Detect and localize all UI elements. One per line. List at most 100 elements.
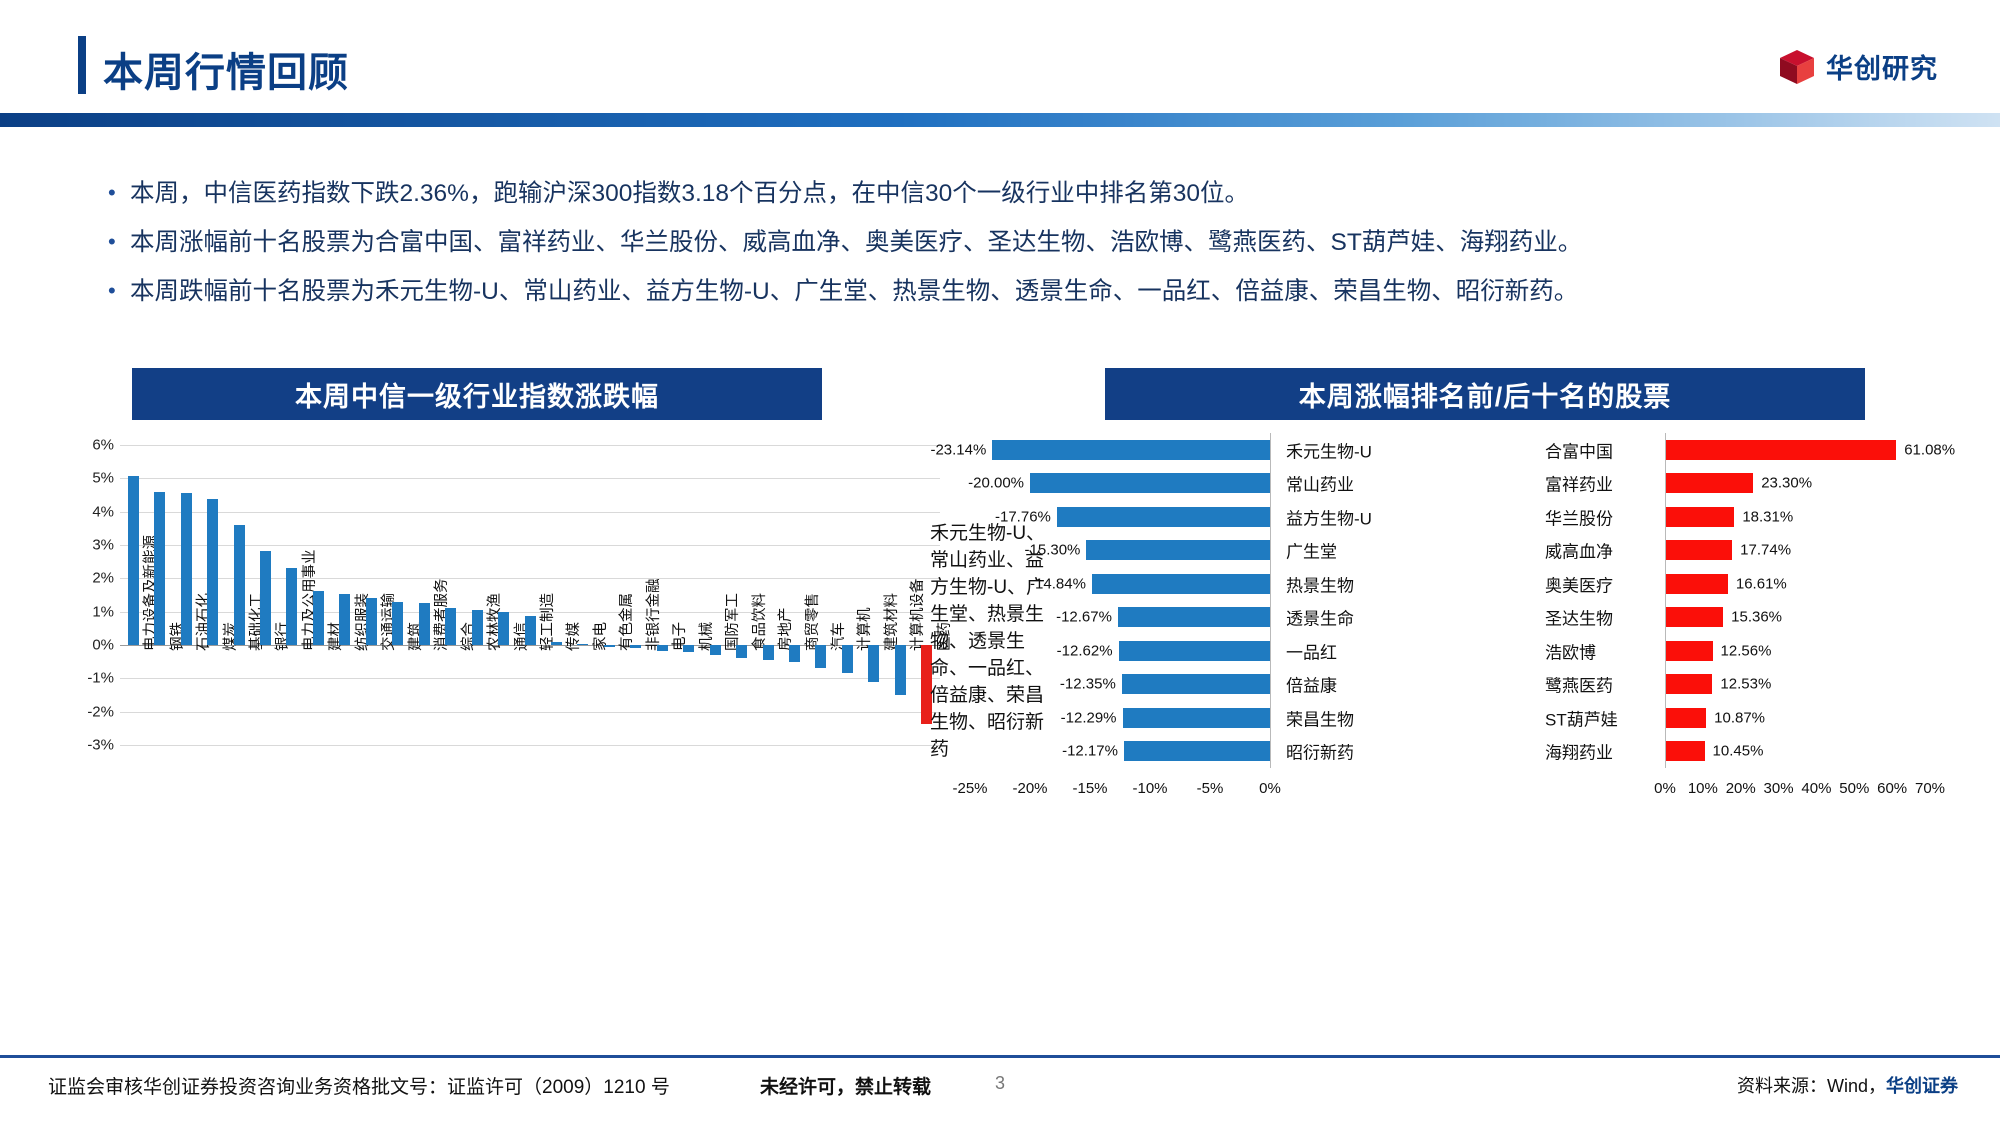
gridline — [120, 711, 940, 713]
bar-value-label: 15.36% — [1731, 608, 1783, 626]
x-axis-tick-label: 10% — [1687, 780, 1718, 797]
bar-category-label: 浩欧博 — [1545, 643, 1596, 663]
bar — [1665, 674, 1713, 695]
x-axis-tick-label: -5% — [1196, 780, 1224, 797]
bar-value-label: 10.87% — [1714, 709, 1766, 727]
bar — [1030, 473, 1270, 494]
gridline — [120, 578, 940, 580]
bar-value-label: 10.45% — [1712, 742, 1764, 760]
bar — [1665, 439, 1897, 460]
bar-value-label: -20.00% — [968, 474, 1024, 492]
bullet-dot: • — [108, 229, 116, 254]
x-axis-tick-label: -15% — [1072, 780, 1108, 797]
x-axis-category-label: 传媒 — [566, 622, 583, 651]
x-axis-category-label: 食品饮料 — [751, 593, 768, 651]
page-title: 本周行情回顾 — [103, 51, 349, 95]
x-axis-tick-label: 70% — [1914, 780, 1946, 797]
bar-category-label: 昭衍新药 — [1286, 743, 1354, 763]
bullet-dot: • — [108, 278, 116, 303]
bar — [577, 644, 589, 646]
bullet-text: 本周涨幅前十名股票为合富中国、富祥药业、华兰股份、威高血净、奥美医疗、圣达生物、… — [130, 229, 1583, 256]
bar — [1123, 741, 1270, 762]
cube-logo-icon — [1778, 48, 1816, 86]
bar — [445, 608, 457, 645]
bar — [709, 645, 721, 655]
bar-value-label: -12.17% — [1062, 742, 1118, 760]
bar — [1122, 707, 1270, 728]
bar — [1665, 640, 1713, 661]
y-axis-tick-label: 2% — [92, 569, 114, 587]
brand-logo: 华创研究 — [1778, 47, 1938, 86]
bar — [312, 591, 324, 645]
bar — [154, 492, 166, 645]
x-axis-category-label: 建筑材料 — [883, 593, 900, 651]
bar — [1091, 573, 1270, 594]
x-axis-category-label: 计算机设备 — [910, 578, 927, 652]
bar-value-label: -12.29% — [1060, 709, 1117, 727]
bar — [1056, 506, 1270, 527]
bar — [1665, 473, 1754, 494]
bottom-ten-stocks-chart: -23.14% 禾元生物-U -20.00% 常山药业 -17.76% 益方生物-U -15… — [930, 425, 1390, 825]
y-axis-tick-label: -1% — [87, 669, 114, 687]
bar — [1118, 640, 1270, 661]
bar-category-label: 圣达生物 — [1545, 609, 1613, 629]
bar — [789, 645, 801, 663]
bullet-dot: • — [108, 180, 116, 205]
x-axis-tick-label: 60% — [1877, 780, 1908, 797]
zero-axis-line — [120, 645, 940, 646]
right-chart-title: 本周涨幅排名前/后十名的股票 — [1105, 368, 1865, 420]
footer-license: 证监会审核华创证券投资咨询业务资格批文号：证监许可（2009）1210 号 — [48, 1077, 670, 1098]
bar — [1665, 573, 1728, 594]
industry-index-chart: -3% -2% -1% 0% 1% 2% 3% 4% 5% 6% 电力设备及新能源 钢铁 石油石化 煤炭基… — [60, 435, 960, 845]
value-axis-line — [1270, 433, 1271, 768]
x-axis-tick-label: -10% — [1132, 780, 1168, 797]
bar — [1665, 540, 1733, 561]
brand-name: 华创研究 — [1826, 54, 1938, 84]
x-axis-tick-label: 0% — [1259, 780, 1281, 797]
bar — [841, 645, 853, 674]
bar — [603, 645, 615, 647]
y-axis-tick-label: 6% — [92, 436, 114, 454]
bar-value-label: 17.74% — [1740, 541, 1792, 559]
bar-category-label: 富祥药业 — [1545, 475, 1613, 495]
bar — [656, 645, 668, 651]
bar — [339, 593, 351, 645]
bar — [524, 615, 536, 645]
bar — [683, 645, 695, 653]
x-axis-tick-label: 40% — [1801, 780, 1832, 797]
bar-category-label: 禾元生物-U — [1286, 442, 1372, 462]
y-axis-tick-label: 3% — [92, 536, 114, 554]
bar — [471, 610, 483, 645]
bar-value-label: -15.30% — [1024, 541, 1081, 559]
bar-value-label: -23.14% — [930, 441, 987, 459]
slide-header: 本周行情回顾 华创研究 — [0, 0, 2000, 127]
x-axis-tick-label: 30% — [1763, 780, 1794, 797]
bar-category-label: 广生堂 — [1286, 542, 1337, 562]
bar — [1121, 674, 1270, 695]
bar — [207, 499, 219, 645]
gridline — [120, 745, 940, 746]
page-number: 3 — [995, 1073, 1006, 1093]
left-chart-title: 本周中信一级行业指数涨跌幅 — [132, 368, 822, 420]
x-axis-category-label: 非银行金融 — [645, 578, 662, 652]
header-gradient-rule — [0, 113, 2000, 127]
footer-source-brand: 华创证券 — [1886, 1076, 1958, 1096]
x-axis-tick-label: 20% — [1725, 780, 1756, 797]
bar — [921, 645, 933, 724]
y-axis-tick-label: 1% — [92, 603, 114, 621]
bar-value-label: 12.53% — [1720, 675, 1772, 693]
bar-value-label: 23.30% — [1761, 474, 1813, 492]
bar — [762, 645, 774, 660]
y-axis-tick-label: 0% — [92, 636, 114, 654]
footer-source: 资料来源：Wind，华创证券 — [1737, 1072, 1958, 1098]
bar-category-label: 一品红 — [1286, 643, 1337, 663]
gridline — [120, 511, 940, 513]
x-axis-tick-label: -25% — [952, 780, 988, 797]
bar — [815, 645, 827, 669]
bar — [630, 645, 642, 649]
bullet-text: 本周，中信医药指数下跌2.36%，跑输沪深300指数3.18个百分点，在中信30… — [130, 180, 1250, 207]
bar-category-label: 透景生命 — [1286, 609, 1354, 629]
y-axis-tick-label: 5% — [92, 469, 114, 487]
bar — [1665, 741, 1705, 762]
bar-category-label: 倍益康 — [1286, 676, 1337, 696]
